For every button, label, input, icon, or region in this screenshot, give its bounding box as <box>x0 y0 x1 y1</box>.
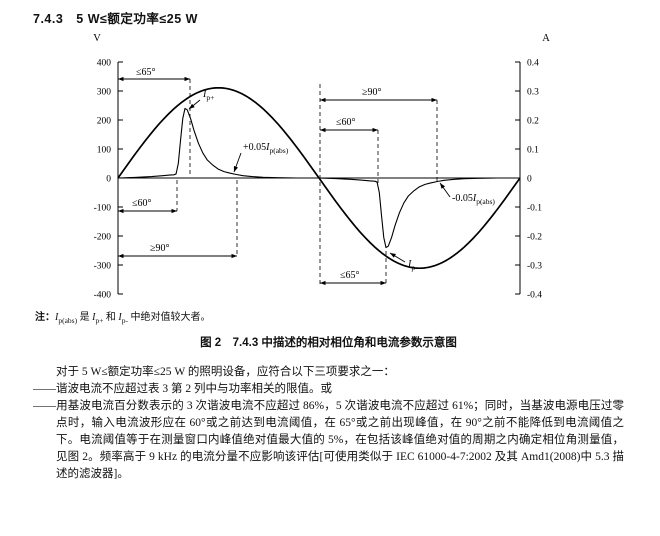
figure-2: -400 -300 -200 -100 0 100 200 300 400 -0.4 -0.3 -0.… <box>33 29 624 350</box>
svg-text:100: 100 <box>97 146 112 156</box>
phase-angle-chart: -400 -300 -200 -100 0 100 200 300 400 -0.4 -0.3 -0.… <box>93 33 550 301</box>
svg-text:Ip-: Ip- <box>407 259 418 272</box>
svg-text:-300: -300 <box>94 262 112 272</box>
svg-text:400: 400 <box>97 59 112 69</box>
svg-text:Ip+: Ip+ <box>202 89 214 102</box>
svg-text:-0.05Ip(abs): -0.05Ip(abs) <box>452 193 495 206</box>
svg-text:0: 0 <box>527 175 532 185</box>
section-heading: 7.4.3 5 W≤额定功率≤25 W <box>33 12 198 26</box>
svg-text:+0.05Ip(abs): +0.05Ip(abs) <box>243 142 289 155</box>
svg-text:-0.2: -0.2 <box>527 233 542 243</box>
svg-text:200: 200 <box>97 117 112 127</box>
svg-text:≥90°: ≥90° <box>362 87 382 98</box>
svg-text:-0.3: -0.3 <box>527 262 542 272</box>
svg-text:0: 0 <box>106 175 111 185</box>
svg-text:-0.4: -0.4 <box>527 291 542 301</box>
svg-text:300: 300 <box>97 88 112 98</box>
figure-caption: 图 2 7.4.3 中描述的相对相位角和电流参数示意图 <box>200 337 457 349</box>
svg-text:0.3: 0.3 <box>527 88 539 98</box>
paragraph-intro: 对于 5 W≤额定功率≤25 W 的照明设备，应符合以下三项要求之一： <box>56 366 395 378</box>
svg-text:≥90°: ≥90° <box>150 243 170 254</box>
paragraph-dash-1: ——谐波电流不应超过表 3 第 2 列中与功率相关的限值。或 <box>33 383 332 395</box>
svg-text:≤60°: ≤60° <box>132 198 152 209</box>
paragraph-dash-2: ——用基波电流百分数表示的 3 次谐波电流不应超过 86%，5 次谐波电流不应超… <box>33 400 624 480</box>
svg-text:≤65°: ≤65° <box>136 67 156 78</box>
svg-text:≤60°: ≤60° <box>336 117 356 128</box>
svg-text:0.2: 0.2 <box>527 117 539 127</box>
svg-text:A: A <box>542 33 550 44</box>
svg-text:-400: -400 <box>94 291 112 301</box>
svg-text:-100: -100 <box>94 204 112 214</box>
svg-text:V: V <box>93 33 101 44</box>
svg-text:0.1: 0.1 <box>527 146 539 156</box>
body-text: 对于 5 W≤额定功率≤25 W 的照明设备，应符合以下三项要求之一： ——谐波… <box>33 364 624 483</box>
svg-text:0.4: 0.4 <box>527 59 539 69</box>
figure-note: 注：Ip(abs) 是 Ip+ 和 Ip- 中绝对值较大者。 <box>35 312 211 325</box>
svg-text:-0.1: -0.1 <box>527 204 542 214</box>
svg-text:≤65°: ≤65° <box>340 270 360 281</box>
svg-text:-200: -200 <box>94 233 112 243</box>
